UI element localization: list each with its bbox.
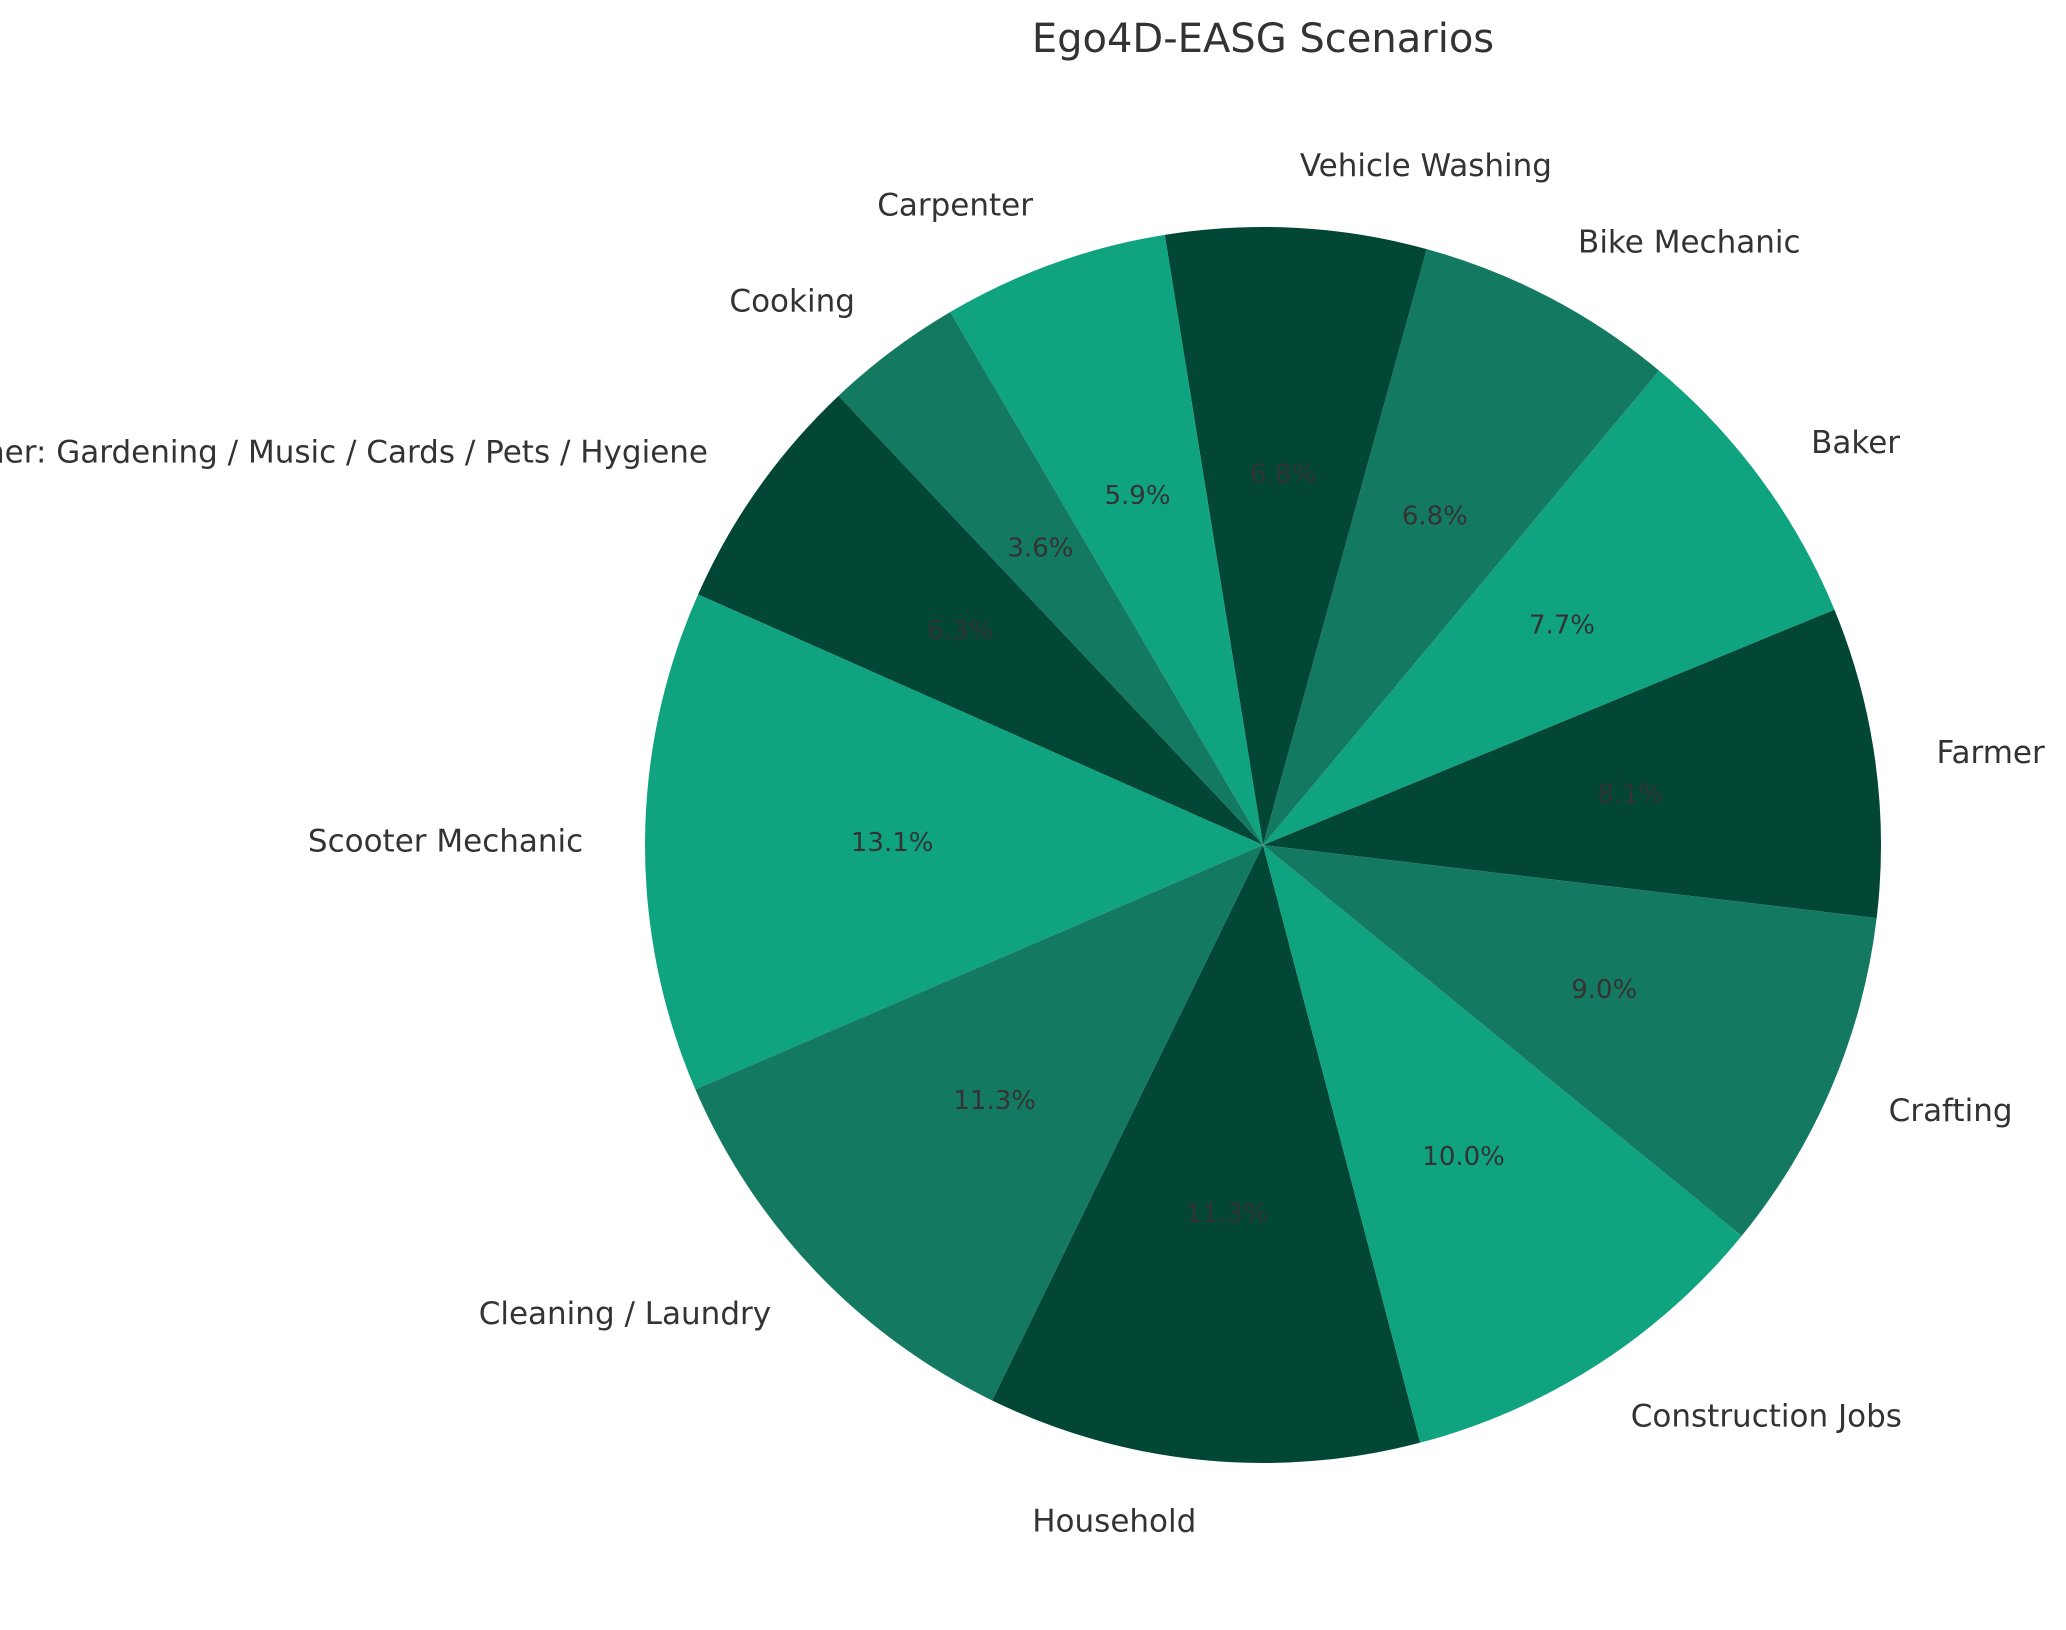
slice-label-bike-mechanic: Bike Mechanic (1578, 225, 1800, 261)
slice-label-other-gardening-music-cards-pets-hygiene: Other: Gardening / Music / Cards / Pets … (0, 434, 708, 470)
slice-label-farmer: Farmer (1937, 735, 2045, 771)
slice-percent-bike-mechanic: 6.8% (1402, 501, 1468, 531)
slice-label-scooter-mechanic: Scooter Mechanic (308, 823, 583, 859)
slice-percent-carpenter: 5.9% (1105, 481, 1171, 511)
slice-percent-vehicle-washing: 6.8% (1250, 460, 1316, 490)
pie-slice-cooking (838, 312, 1263, 846)
pie-slice-bike-mechanic (1263, 249, 1660, 845)
pie-slice-baker (1263, 370, 1835, 845)
pie-slice-scooter-mechanic (645, 594, 1263, 1090)
slice-label-construction-jobs: Construction Jobs (1631, 1399, 1902, 1435)
pie-slices (645, 226, 1881, 1463)
percent-labels: 8.1% 7.7% 6.8% 6.8% 5.9% 3.6% 6.3% 13.1% 11.3% 11… (851, 460, 1664, 1229)
pie-slice-farmer (1263, 609, 1881, 919)
chart-title: Ego4D-EASG Scenarios (1032, 16, 1494, 62)
slice-percent-other-gardening-music-cards-pets-hygiene: 6.3% (927, 616, 993, 646)
slice-percent-baker: 7.7% (1529, 611, 1595, 641)
pie-slice-construction-jobs (1263, 845, 1742, 1443)
slice-percent-household: 11.3% (1185, 1199, 1268, 1229)
slice-label-cooking: Cooking (729, 283, 854, 319)
slice-label-vehicle-washing: Vehicle Washing (1300, 148, 1552, 184)
slice-percent-crafting: 9.0% (1571, 975, 1637, 1005)
category-labels: Farmer Baker Bike Mechanic Vehicle Washing C… (0, 148, 2045, 1539)
slice-label-cleaning-laundry: Cleaning / Laundry (479, 1296, 771, 1332)
pie-slice-crafting (1263, 845, 1877, 1236)
slice-label-crafting: Crafting (1889, 1093, 2013, 1129)
slice-percent-cooking: 3.6% (1007, 533, 1073, 563)
slice-label-household: Household (1032, 1504, 1196, 1540)
pie-slice-carpenter (950, 234, 1263, 846)
pie-slice-household (992, 845, 1421, 1463)
slice-percent-scooter-mechanic: 13.1% (851, 828, 934, 858)
slice-percent-cleaning-laundry: 11.3% (953, 1086, 1036, 1116)
slice-percent-construction-jobs: 10.0% (1422, 1142, 1505, 1172)
slice-percent-farmer: 8.1% (1597, 780, 1663, 810)
pie-slice-cleaning-laundry (695, 845, 1263, 1401)
pie-slice-other-gardening-music-cards-pets-hygiene (698, 395, 1263, 845)
slice-label-carpenter: Carpenter (877, 187, 1033, 223)
pie-slice-vehicle-washing (1164, 226, 1427, 845)
slice-label-baker: Baker (1811, 425, 1900, 461)
